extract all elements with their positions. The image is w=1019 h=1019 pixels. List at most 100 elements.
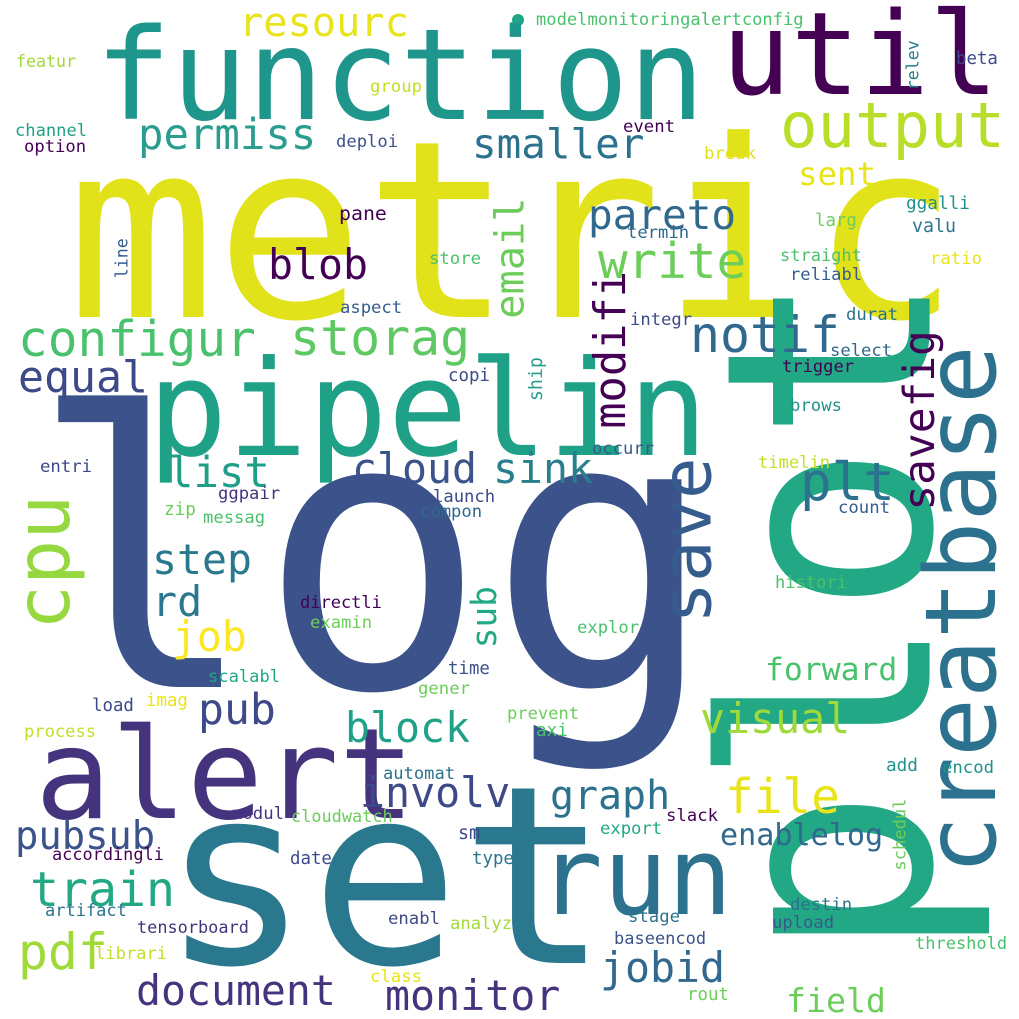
word-slack: slack bbox=[666, 805, 719, 826]
word-class: class bbox=[370, 966, 423, 987]
word-librari: librari bbox=[95, 943, 168, 964]
word-compon: compon bbox=[420, 501, 483, 522]
word-baseencod: baseencod bbox=[614, 928, 707, 949]
word-type: type bbox=[472, 848, 514, 869]
word-blob: blob bbox=[268, 239, 368, 289]
word-monitor: monitor bbox=[385, 971, 561, 1019]
word-trigger: trigger bbox=[782, 356, 855, 377]
word-histori: histori bbox=[775, 572, 848, 593]
word-ratio: ratio bbox=[930, 248, 983, 269]
word-artifact: artifact bbox=[45, 900, 127, 921]
word-destin: destin bbox=[790, 894, 853, 915]
word-line: line bbox=[112, 237, 132, 278]
word-featur: featur bbox=[16, 51, 76, 71]
word-analyz: analyz bbox=[450, 913, 513, 934]
word-pubsub: pubsub bbox=[15, 813, 156, 859]
word-termin: termin bbox=[627, 222, 690, 243]
word-modifi: modifi bbox=[585, 270, 637, 429]
word-copi: copi bbox=[448, 365, 490, 386]
word-durat: durat bbox=[846, 304, 899, 325]
word-break: break bbox=[704, 143, 757, 164]
word-equal: equal bbox=[18, 352, 149, 403]
word-rout: rout bbox=[687, 984, 729, 1005]
word-smaller: smaller bbox=[472, 120, 645, 168]
word-integr: integr bbox=[630, 309, 693, 330]
word-event: event bbox=[623, 116, 676, 137]
word-scalabl: scalabl bbox=[208, 666, 281, 687]
word-log: log bbox=[28, 332, 718, 777]
word-load: load bbox=[92, 695, 134, 716]
word-pub: pub bbox=[198, 685, 276, 735]
word-metric: metric bbox=[66, 89, 960, 376]
word-add: add bbox=[886, 756, 918, 776]
word-graph: graph bbox=[550, 773, 671, 819]
word-function: function bbox=[95, 0, 705, 149]
word-output: output bbox=[780, 89, 1006, 162]
word-messag: messag bbox=[203, 507, 266, 528]
word-alert: alert bbox=[35, 701, 415, 848]
word-storag: storag bbox=[290, 309, 471, 367]
word-step: step bbox=[152, 534, 252, 584]
word-sent: sent bbox=[798, 155, 877, 193]
word-permiss: permiss bbox=[138, 109, 317, 159]
word-threshold: threshold bbox=[915, 933, 1008, 954]
word-savefig: savefig bbox=[894, 329, 945, 511]
word-entri: entri bbox=[40, 456, 93, 477]
word-list: list bbox=[168, 447, 270, 497]
word-automat: automat bbox=[383, 763, 456, 784]
word-process: process bbox=[24, 721, 97, 742]
word-jobid: jobid bbox=[600, 942, 725, 992]
word-valu: valu bbox=[912, 216, 957, 237]
word-cloudwatch: cloudwatch bbox=[291, 805, 393, 826]
word-involv: involv bbox=[360, 767, 511, 817]
word-schedul: schedul bbox=[890, 798, 911, 871]
word-rd: rd bbox=[152, 577, 203, 626]
word-relev: relev bbox=[903, 39, 923, 90]
word-document: document bbox=[136, 965, 336, 1015]
word-larg: larg bbox=[815, 210, 857, 231]
word-brows: brows bbox=[790, 395, 843, 416]
word-cpu: cpu bbox=[0, 494, 88, 630]
word-ggalli: ggalli bbox=[906, 194, 970, 214]
word-beta: beta bbox=[956, 48, 998, 69]
word-upload: upload bbox=[772, 912, 835, 933]
stray-dot bbox=[512, 14, 524, 26]
word-resourc: resourc bbox=[239, 0, 409, 46]
word-straight: straight bbox=[780, 245, 862, 266]
word-pdf: pdf bbox=[18, 923, 108, 981]
word-forward: forward bbox=[765, 651, 898, 688]
word-set: set bbox=[160, 732, 610, 1019]
word-group: group bbox=[370, 76, 423, 97]
word-export: export bbox=[600, 818, 663, 839]
word-job: job bbox=[172, 613, 247, 661]
word-directli: directli bbox=[300, 592, 382, 613]
word-field: field bbox=[786, 980, 886, 1019]
word-pipelin: pipelin bbox=[147, 332, 709, 487]
word-explor: explor bbox=[577, 617, 640, 638]
word-date: date bbox=[290, 848, 332, 869]
word-timelin: timelin bbox=[758, 452, 831, 473]
word-enablelog: enablelog bbox=[720, 818, 884, 853]
word-imag: imag bbox=[146, 690, 188, 711]
word-examin: examin bbox=[310, 612, 373, 633]
word-channel: channel bbox=[15, 120, 88, 141]
word-plt: plt bbox=[800, 451, 895, 513]
word-pareto: pareto bbox=[588, 190, 737, 239]
word-train: train bbox=[30, 862, 176, 918]
word-axi: axi bbox=[536, 721, 568, 741]
word-enabl: enabl bbox=[388, 908, 441, 929]
word-encod: encod bbox=[942, 757, 995, 778]
word-save: save bbox=[647, 456, 728, 624]
word-stage: stage bbox=[628, 906, 681, 927]
word-occurr: occurr bbox=[592, 438, 655, 459]
word-write: write bbox=[598, 231, 747, 290]
word-util: util bbox=[721, 0, 999, 122]
word-notif: notif bbox=[690, 306, 840, 364]
word-prevent: prevent bbox=[507, 703, 580, 724]
word-sink: sink bbox=[493, 443, 593, 493]
word-deploi: deploi bbox=[336, 131, 399, 152]
word-cloud: cloud bbox=[352, 444, 477, 493]
word-file: file bbox=[725, 769, 840, 825]
word-visual: visual bbox=[700, 693, 851, 743]
